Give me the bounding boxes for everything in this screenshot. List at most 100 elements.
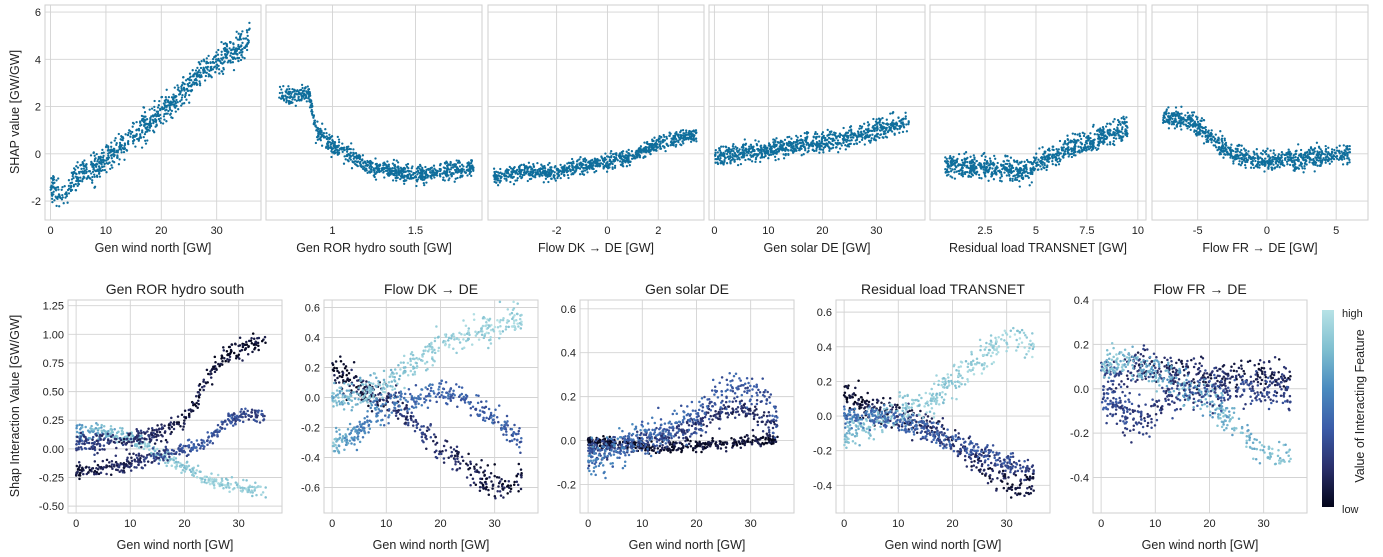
data-point — [722, 154, 725, 157]
data-point — [407, 166, 410, 170]
data-point — [410, 170, 413, 173]
data-point — [156, 106, 160, 109]
data-point — [52, 190, 55, 193]
data-point — [74, 175, 77, 178]
data-point — [312, 114, 316, 117]
data-point — [1307, 155, 1310, 158]
x-tick-label: 2 — [655, 225, 661, 237]
data-point — [987, 179, 990, 182]
data-point — [173, 105, 176, 108]
data-point — [1021, 169, 1025, 172]
data-point — [814, 135, 818, 139]
data-point — [141, 131, 144, 134]
data-point — [1324, 148, 1328, 151]
data-point — [239, 58, 243, 62]
data-point — [904, 111, 907, 114]
data-point — [238, 51, 241, 54]
data-point — [625, 157, 628, 160]
data-point — [716, 155, 720, 159]
data-point — [951, 168, 954, 171]
data-point — [151, 114, 155, 117]
data-point — [297, 92, 301, 96]
data-point — [1223, 137, 1226, 140]
data-point — [391, 162, 395, 165]
data-point — [838, 147, 842, 150]
data-point — [532, 175, 535, 178]
data-point — [150, 115, 153, 118]
data-point — [1029, 171, 1033, 174]
data-point — [184, 93, 187, 96]
data-point — [102, 154, 105, 158]
data-point — [406, 173, 410, 177]
data-point — [574, 170, 577, 173]
data-point — [1086, 137, 1089, 140]
data-point — [838, 132, 842, 135]
data-point — [293, 98, 297, 101]
data-point — [1218, 153, 1221, 156]
data-point — [293, 95, 296, 98]
data-point — [301, 86, 304, 90]
data-point — [692, 129, 695, 132]
data-point — [685, 131, 688, 134]
data-point — [867, 123, 871, 126]
data-point — [166, 100, 169, 103]
data-point — [83, 176, 86, 179]
data-point — [763, 144, 766, 147]
data-point — [972, 169, 976, 172]
data-point — [72, 176, 75, 180]
data-point — [516, 176, 519, 180]
data-point — [1288, 150, 1291, 153]
data-point — [999, 176, 1002, 180]
data-point — [188, 72, 192, 75]
data-point — [245, 48, 249, 52]
data-point — [772, 151, 775, 155]
data-point — [677, 140, 680, 144]
data-point — [949, 155, 952, 158]
data-point — [818, 135, 821, 138]
data-point — [1109, 143, 1112, 146]
data-point — [61, 185, 64, 189]
data-point — [110, 157, 113, 160]
data-point — [1293, 160, 1296, 163]
data-point — [1113, 131, 1117, 135]
data-point — [495, 175, 499, 178]
data-point — [586, 171, 589, 174]
data-point — [554, 164, 557, 168]
data-point — [1240, 156, 1243, 160]
data-point — [747, 151, 750, 155]
data-point — [79, 170, 83, 173]
y-tick-label: 6 — [35, 7, 41, 19]
data-point — [101, 165, 104, 168]
data-point — [1071, 132, 1074, 135]
data-point — [1034, 158, 1037, 161]
data-point — [788, 144, 791, 147]
plot-frame — [44, 4, 262, 221]
data-point — [182, 88, 185, 91]
data-point — [1073, 133, 1077, 136]
data-point — [229, 54, 232, 57]
data-point — [881, 116, 884, 120]
data-point — [627, 148, 630, 152]
data-point — [1126, 132, 1129, 135]
data-point — [832, 137, 835, 140]
data-point — [525, 170, 529, 173]
data-point — [1061, 155, 1064, 158]
data-point — [1267, 160, 1271, 163]
data-point — [113, 153, 116, 157]
data-point — [1180, 128, 1183, 131]
data-point — [232, 43, 235, 46]
x-tick-label: 10 — [762, 225, 774, 237]
data-point — [1037, 168, 1040, 171]
data-point — [747, 158, 750, 161]
data-point — [229, 40, 232, 44]
data-point — [134, 134, 138, 137]
data-point — [802, 153, 805, 156]
data-point — [566, 162, 569, 165]
data-point — [810, 142, 813, 145]
data-point — [1112, 140, 1115, 143]
data-point — [98, 167, 101, 170]
data-point — [246, 34, 249, 38]
data-point — [1098, 129, 1101, 132]
data-point — [453, 180, 456, 183]
data-point — [870, 137, 873, 140]
